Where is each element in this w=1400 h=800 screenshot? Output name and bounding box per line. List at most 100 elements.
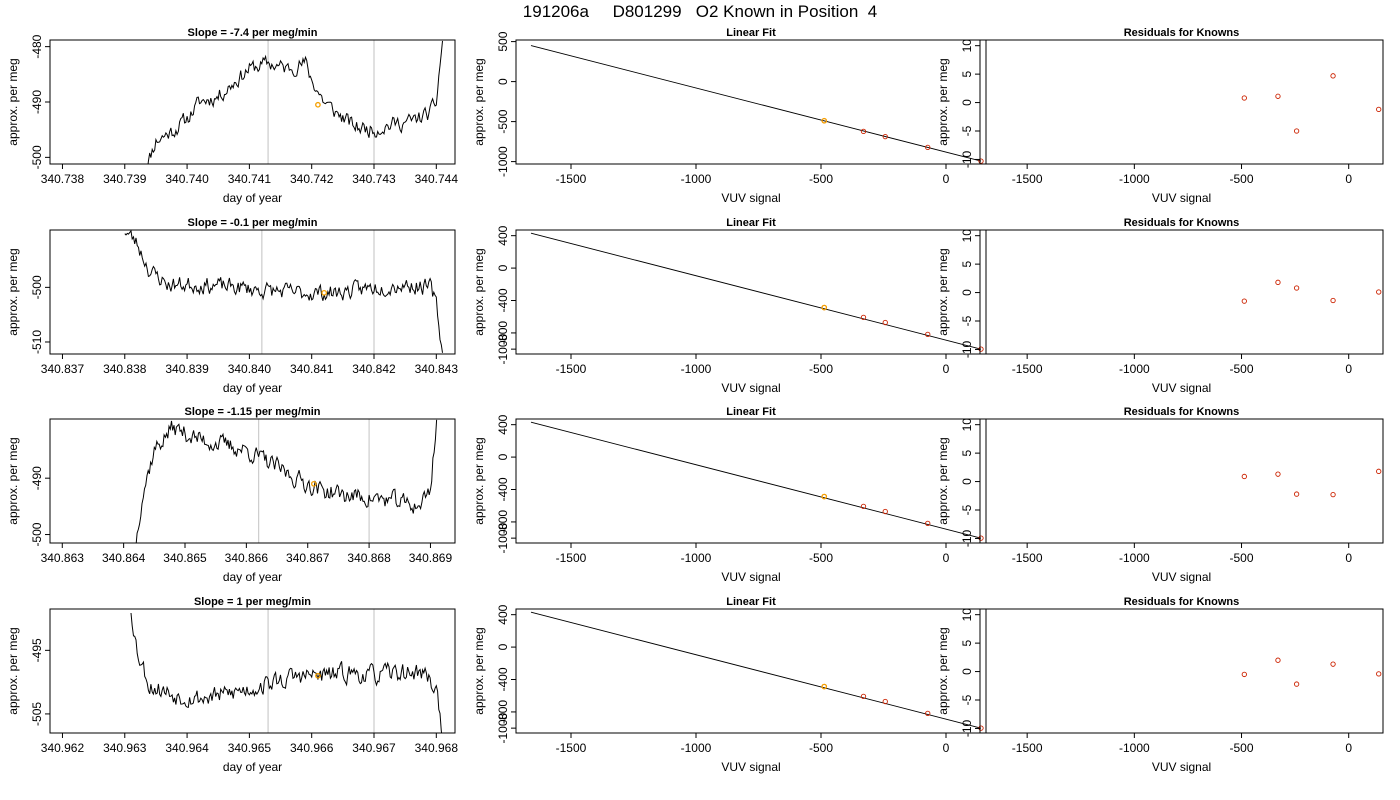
x-tick-label: 340.738	[41, 172, 85, 186]
panel-1-0: Slope = -0.1 per meg/min 340.837 340.838 34…	[6, 217, 458, 395]
x-tick-label: -500	[809, 551, 833, 565]
data-point	[882, 319, 888, 326]
highlight-point	[315, 672, 321, 679]
x-axis-label: day of year	[223, 381, 282, 395]
x-tick-label: -1500	[556, 551, 587, 565]
y-tick-label: 0	[496, 264, 510, 271]
y-tick-label: 5	[960, 70, 974, 77]
x-axis-label: VUV signal	[1152, 570, 1211, 584]
y-tick-label: 10	[960, 229, 974, 243]
x-tick-label: -500	[1230, 551, 1254, 565]
x-tick-label: -1000	[681, 362, 712, 376]
panel-0-2: Residuals for Knowns -1500 -1000 -500 0 -10 -5…	[936, 27, 1384, 205]
y-axis-label: approx. per meg	[936, 248, 950, 335]
x-tick-label: 340.837	[41, 362, 85, 376]
x-tick-label: 340.964	[165, 741, 209, 755]
panel-title: Linear Fit	[726, 217, 776, 229]
x-tick-label: -1500	[556, 172, 587, 186]
y-tick-label: -10	[960, 150, 974, 168]
data-point	[1376, 289, 1382, 295]
y-tick-label: 10	[960, 608, 974, 622]
y-tick-label: -500	[496, 109, 510, 133]
highlight-point	[311, 480, 317, 487]
y-tick-label: 5	[960, 260, 974, 267]
y-axis-label: approx. per meg	[6, 248, 20, 335]
x-tick-label: 340.842	[352, 362, 396, 376]
x-tick-label: 340.740	[165, 172, 209, 186]
fit-line	[530, 421, 982, 539]
x-tick-label: -500	[1230, 172, 1254, 186]
panel-title: Slope = -7.4 per meg/min	[188, 27, 318, 39]
panel-2-2: Residuals for Knowns-1500 -1000 -500 0-10-5…	[936, 406, 1384, 584]
plot-frame	[979, 39, 1384, 165]
highlight-point	[821, 683, 828, 690]
y-tick-label: -5	[960, 504, 974, 515]
panel-title: Slope = 1 per meg/min	[194, 596, 311, 608]
x-tick-label: -1000	[1119, 172, 1150, 186]
x-tick-label: 340.967	[352, 741, 396, 755]
data-point	[1293, 285, 1300, 291]
x-axis-label: day of year	[223, 570, 282, 584]
panel-3-0: Slope = 1 per meg/min 340.962 340.963 340.9…	[6, 596, 458, 774]
highlight-point	[821, 117, 828, 124]
highlight-point	[315, 101, 321, 108]
data-point	[978, 158, 984, 164]
data-point	[1330, 73, 1336, 79]
panel-title: Slope = -1.15 per meg/min	[184, 406, 320, 418]
panel-title: Residuals for Knowns	[1124, 27, 1240, 39]
figure-title: 191206a D801299 O2 Known in Position 4	[522, 2, 878, 21]
x-axis-label: VUV signal	[721, 191, 780, 205]
y-tick-label: -10	[960, 529, 974, 547]
x-tick-label: -500	[809, 172, 833, 186]
y-tick-label: -500	[30, 145, 44, 169]
x-tick-label: 0	[943, 741, 950, 755]
x-tick-label: 340.838	[103, 362, 147, 376]
panel-3-2: Residuals for Knowns-1500 -1000 -500 0-10-5…	[936, 596, 1384, 774]
y-tick-label: 5	[960, 449, 974, 456]
x-tick-label: 340.843	[415, 362, 459, 376]
x-tick-label: 340.839	[165, 362, 209, 376]
panel-title: Linear Fit	[726, 27, 776, 39]
y-tick-label: -500	[30, 275, 44, 299]
x-tick-label: -1500	[1012, 172, 1043, 186]
x-tick-label: 0	[1345, 172, 1352, 186]
x-axis-label: VUV signal	[1152, 381, 1211, 395]
x-tick-label: 340.864	[102, 551, 146, 565]
panel-3-1: Linear Fit-1500 -1000 -500 0-1000-800-40004…	[472, 596, 987, 774]
y-tick-label: 0	[496, 78, 510, 85]
x-tick-label: 340.868	[347, 551, 391, 565]
data-point	[925, 331, 931, 338]
y-tick-label: -5	[960, 125, 974, 136]
panel-title: Slope = -0.1 per meg/min	[188, 217, 318, 229]
y-tick-label: 0	[960, 668, 974, 675]
x-tick-label: 340.962	[41, 741, 85, 755]
fit-line	[530, 45, 982, 162]
y-tick-label: -505	[30, 702, 44, 726]
y-tick-label: 0	[496, 453, 510, 460]
x-tick-label: -1000	[681, 551, 712, 565]
x-tick-label: 340.966	[290, 741, 334, 755]
y-axis-label: approx. per meg	[6, 58, 20, 145]
x-tick-label: 340.867	[286, 551, 330, 565]
x-tick-label: 340.742	[290, 172, 334, 186]
x-tick-label: 340.869	[409, 551, 453, 565]
y-tick-label: 0	[496, 643, 510, 650]
panel-title: Linear Fit	[726, 596, 776, 608]
data-point	[1241, 95, 1247, 101]
series-line	[124, 230, 443, 353]
x-tick-label: -1000	[681, 172, 712, 186]
y-tick-label: -1000	[496, 522, 510, 553]
plot-frame	[979, 418, 1384, 544]
y-tick-label: -1000	[496, 146, 510, 177]
x-tick-label: 340.841	[290, 362, 334, 376]
data-point	[1275, 93, 1281, 99]
y-tick-label: 0	[960, 99, 974, 106]
plot-frame	[979, 608, 1384, 734]
panel-1-2: Residuals for Knowns-1500 -1000 -500 0-10-5…	[936, 217, 1384, 395]
data-point	[1241, 298, 1247, 304]
data-point	[1376, 468, 1382, 474]
series-line	[147, 40, 443, 164]
x-tick-label: -1000	[1119, 741, 1150, 755]
x-tick-label: 0	[1345, 362, 1352, 376]
data-point	[925, 710, 931, 717]
